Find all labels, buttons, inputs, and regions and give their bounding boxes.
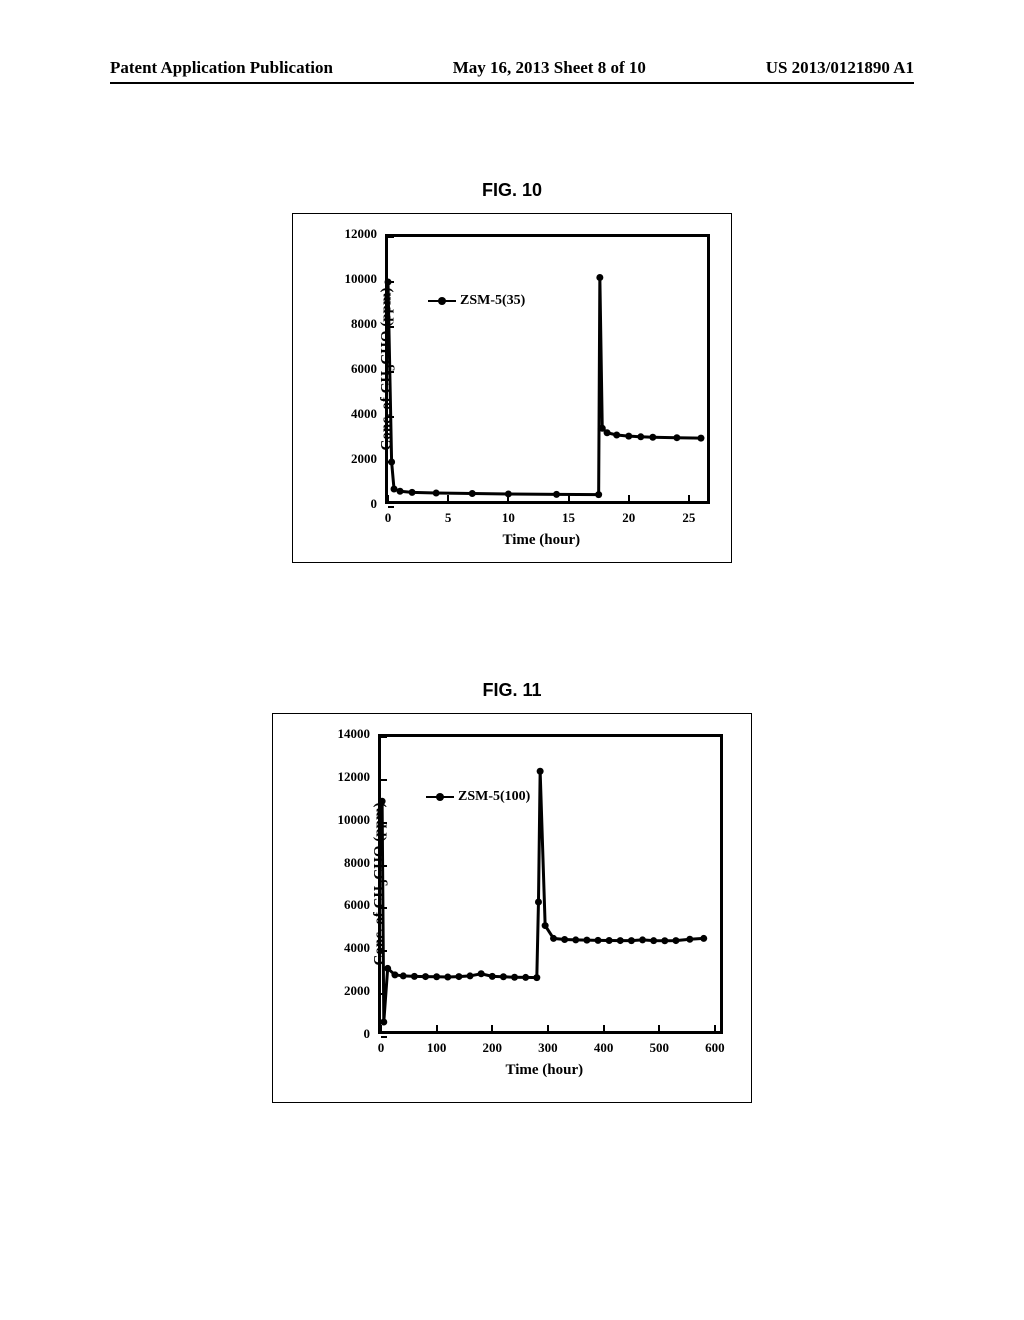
figure-10-chart: ZSM-5(35)0200040006000800010000120000510… — [292, 213, 732, 563]
header-rule — [110, 82, 914, 84]
page-header: Patent Application Publication May 16, 2… — [0, 58, 1024, 78]
x-tick-label: 200 — [477, 1040, 507, 1056]
header-left: Patent Application Publication — [110, 58, 333, 78]
data-series — [388, 237, 713, 507]
x-axis-label: Time (hour) — [506, 1062, 584, 1079]
x-tick-label: 0 — [373, 510, 403, 526]
y-tick-label: 12000 — [338, 769, 371, 785]
plot-area: ZSM-5(100) — [378, 734, 723, 1034]
y-tick-label: 8000 — [344, 855, 370, 871]
x-tick-label: 400 — [589, 1040, 619, 1056]
legend-text: ZSM-5(100) — [458, 789, 530, 805]
x-tick-label: 600 — [700, 1040, 730, 1056]
plot-area: ZSM-5(35) — [385, 234, 710, 504]
x-tick-label: 300 — [533, 1040, 563, 1056]
y-tick-label: 4000 — [351, 406, 377, 422]
y-tick-label: 12000 — [345, 226, 378, 242]
x-tick-label: 0 — [366, 1040, 396, 1056]
x-tick-label: 100 — [422, 1040, 452, 1056]
figure-11-label: FIG. 11 — [0, 680, 1024, 701]
x-tick-label: 20 — [614, 510, 644, 526]
y-axis-label: Conc. of CH3CHO (ppm) — [378, 288, 398, 451]
y-tick-label: 14000 — [338, 726, 371, 742]
data-series — [381, 737, 726, 1037]
y-tick-label: 6000 — [344, 897, 370, 913]
y-tick-label: 2000 — [351, 451, 377, 467]
y-axis-label: Conc. of CH3CHO (ppm) — [371, 803, 391, 966]
legend: ZSM-5(35) — [428, 293, 525, 309]
y-tick-label: 4000 — [344, 940, 370, 956]
x-tick-label: 10 — [493, 510, 523, 526]
y-tick-label: 10000 — [338, 812, 371, 828]
figure-10-label: FIG. 10 — [0, 180, 1024, 201]
y-tick-label: 8000 — [351, 316, 377, 332]
x-tick-label: 5 — [433, 510, 463, 526]
x-tick-label: 25 — [674, 510, 704, 526]
y-tick-label: 6000 — [351, 361, 377, 377]
x-tick-label: 500 — [644, 1040, 674, 1056]
header-center: May 16, 2013 Sheet 8 of 10 — [453, 58, 646, 78]
figure-10-block: FIG. 10 ZSM-5(35) 0 2000 4000 6000 8000 10000 1… — [0, 180, 1024, 563]
y-tick-label: 2000 — [344, 983, 370, 999]
x-axis-label: Time (hour) — [503, 532, 581, 549]
x-tick-label: 15 — [554, 510, 584, 526]
figure-11-block: FIG. 11 ZSM-5(100) 0 2000 4000 6000 8000 10000… — [0, 680, 1024, 1103]
y-tick-label: 10000 — [345, 271, 378, 287]
legend-marker-icon — [426, 796, 454, 798]
legend-text: ZSM-5(35) — [460, 293, 525, 309]
legend: ZSM-5(100) — [426, 789, 530, 805]
legend-marker-icon — [428, 300, 456, 302]
header-right: US 2013/0121890 A1 — [766, 58, 914, 78]
figure-11-chart: ZSM-5(100) 0 2000 4000 6000 8000 10000 12000 140… — [272, 713, 752, 1103]
